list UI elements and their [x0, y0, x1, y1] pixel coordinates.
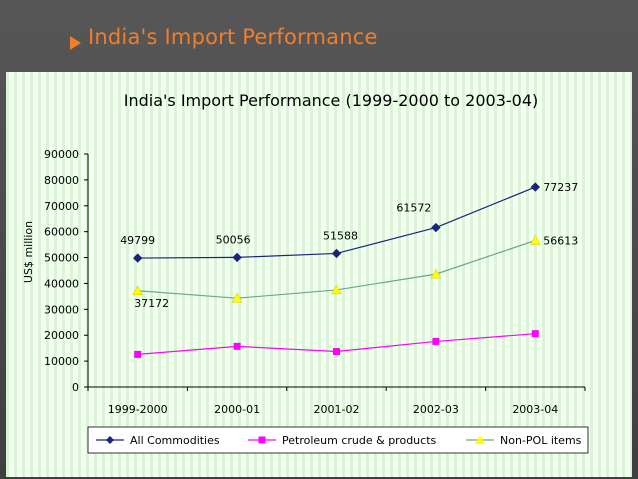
data-point-square — [432, 337, 440, 345]
data-label: 61572 — [396, 202, 431, 215]
legend-label: Petroleum crude & products — [282, 434, 437, 447]
series-line-segment — [435, 186, 536, 229]
series-line-segment — [137, 256, 238, 259]
chart-area-background — [6, 72, 632, 477]
y-tick-label: 40000 — [44, 277, 79, 290]
data-point-diamond — [232, 252, 242, 263]
x-tick-label: 1999-2000 — [108, 403, 168, 416]
data-point-triangle — [430, 268, 442, 279]
data-point-square — [134, 350, 142, 358]
y-tick-label: 20000 — [44, 329, 79, 342]
data-label: 49799 — [120, 234, 155, 247]
x-tick-label: 2002-03 — [413, 403, 459, 416]
y-tick-label: 60000 — [44, 226, 79, 239]
legend-label: All Commodities — [130, 434, 220, 447]
series-line-segment — [336, 340, 436, 353]
series-line-segment — [137, 345, 238, 355]
x-tick-label: 2003-04 — [512, 403, 558, 416]
series-line-segment — [336, 227, 437, 255]
line-chart: India's Import Performance (1999-2000 to… — [6, 72, 632, 477]
series-line-segment — [237, 252, 337, 259]
data-point-triangle — [331, 284, 342, 295]
y-tick-label: 0 — [72, 381, 79, 394]
y-tick-label: 70000 — [44, 200, 79, 213]
y-tick-label: 10000 — [44, 355, 79, 368]
legend-box — [87, 426, 589, 454]
series-line-segment — [137, 290, 238, 299]
arrow-bullet-icon — [70, 36, 81, 50]
slide-title: India's Import Performance — [88, 25, 378, 49]
data-label: 37172 — [134, 297, 169, 310]
data-point-square — [233, 342, 241, 350]
series-line-segment — [237, 289, 337, 299]
data-point-diamond — [132, 253, 143, 263]
x-tick-label: 2001-02 — [314, 403, 360, 416]
data-point-triangle — [132, 285, 144, 296]
legend-marker-triangle — [475, 435, 485, 444]
data-point-square — [333, 348, 340, 356]
chart-panel: India's Import Performance (1999-2000 to… — [6, 72, 632, 477]
data-label: 51588 — [323, 229, 358, 242]
chart-title: India's Import Performance (1999-2000 to… — [124, 91, 539, 110]
x-tick-label: 2000-01 — [214, 403, 260, 416]
series-line-segment — [435, 333, 536, 343]
series-line-segment — [237, 345, 337, 353]
data-point-diamond — [331, 248, 342, 259]
data-label: 77237 — [543, 181, 578, 194]
y-tick-label: 80000 — [44, 174, 79, 187]
data-point-square — [531, 330, 539, 338]
y-tick-label: 50000 — [44, 252, 79, 265]
data-label: 56613 — [543, 234, 578, 247]
y-tick-label: 30000 — [44, 303, 79, 316]
legend-marker-square — [258, 436, 266, 444]
data-label: 50056 — [216, 233, 251, 246]
y-tick-label: 90000 — [44, 148, 79, 161]
series-line-segment — [435, 239, 536, 275]
data-point-diamond — [431, 222, 441, 233]
legend-marker-diamond — [106, 436, 114, 444]
series-line-segment — [336, 273, 436, 291]
data-point-triangle — [529, 234, 541, 245]
data-point-diamond — [530, 182, 541, 192]
y-axis-label: US$ million — [22, 221, 35, 283]
data-point-triangle — [231, 292, 243, 303]
legend-label: Non-POL items — [500, 434, 582, 447]
